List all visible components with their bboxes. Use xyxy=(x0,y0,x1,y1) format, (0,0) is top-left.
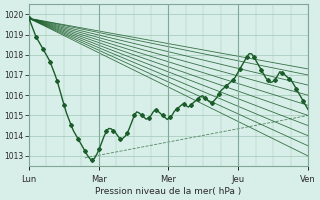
X-axis label: Pression niveau de la mer( hPa ): Pression niveau de la mer( hPa ) xyxy=(95,187,242,196)
